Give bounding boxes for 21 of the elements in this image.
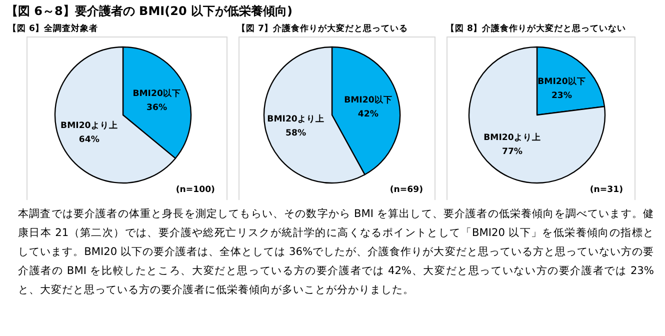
chart-title: 【図 8】介護食作りが大変だと思っていない <box>446 23 626 34</box>
data-label: 64% <box>78 134 100 145</box>
text: (n=100) <box>176 185 216 195</box>
chart-title: 【図 6】全調査対象者 <box>8 23 98 34</box>
slice-label: BMI20より上 <box>60 120 118 131</box>
slice-label: BMI20より上 <box>484 132 541 144</box>
chart-title: 【図 7】介護食作りが大変だと思っている <box>237 23 408 34</box>
data-label: 36% <box>146 103 168 114</box>
text: (n=31) <box>590 185 624 195</box>
text: 本調査では要介護者の体重と身長を測定してもらい、その数字から BMI を算出して、要介護者の低栄養傾向を調べています。健康日本 21（第二次）では、要介護や総死亡リスクが統計学的に高くなるポイントとして「BMI20 以下」を低栄養傾向の指標としています。BMI20 以下の要介護者は、全体としては 36%でしたが、介護食作りが大変だと思っている方と思っていない方の要介護者の BMI を比較したところ、大変だと思っている方の要介護者では 42%、大変だと思っていない方の要介護者では 23%と、大変だと思っている方の要介護者に低栄養傾向が多いことが分かりました。 <box>18 207 654 298</box>
data-label: 23% <box>551 90 572 101</box>
slice-label: BMI20より上 <box>267 113 324 124</box>
text: 【図 6～8】要介護者の BMI(20 以下が低栄養傾向) <box>6 3 292 20</box>
pie-slice <box>468 46 606 184</box>
slice-label: BMI20以下 <box>132 88 181 100</box>
text: (n=69) <box>390 185 424 195</box>
slice-label: BMI20以下 <box>344 94 392 106</box>
data-label: 77% <box>502 147 523 158</box>
data-label: 42% <box>358 110 379 120</box>
slice-label: BMI20以下 <box>538 76 586 87</box>
data-label: 58% <box>285 128 306 138</box>
